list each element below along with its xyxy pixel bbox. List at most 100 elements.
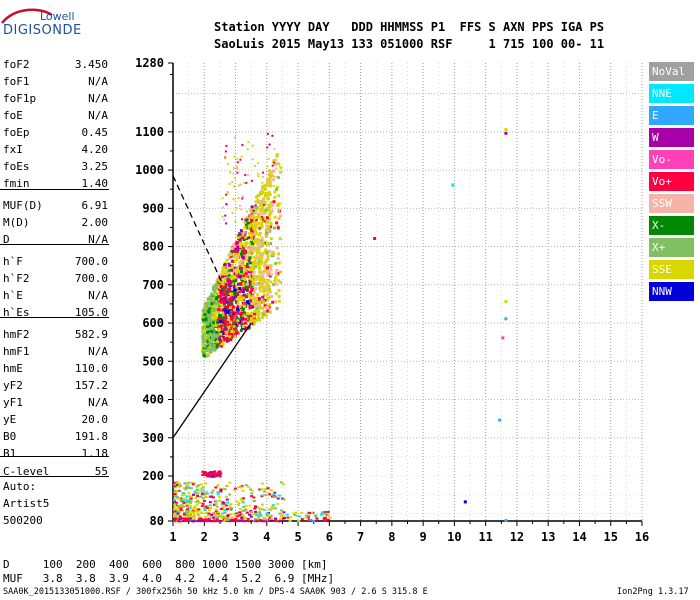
es-layer-point: [276, 502, 280, 505]
f-trace-point: [243, 304, 246, 308]
f-trace-point: [210, 338, 214, 342]
f-trace-point: [279, 170, 283, 174]
f-trace-point: [251, 220, 255, 224]
f-trace-point: [225, 292, 228, 296]
es-layer-point: [196, 495, 199, 497]
low-echo-point: [218, 470, 222, 473]
es-layer-point: [188, 515, 192, 518]
f-trace-point: [257, 311, 261, 315]
f-trace-point: [250, 179, 253, 182]
f-trace-point: [262, 203, 265, 206]
f-trace-point: [269, 268, 273, 272]
f-trace-point: [255, 225, 259, 229]
f-trace-point: [260, 225, 264, 229]
f-trace-point: [203, 313, 207, 317]
f-trace-point: [217, 300, 221, 303]
es-layer-point: [173, 500, 176, 503]
f-trace-point: [239, 247, 243, 251]
f-trace-point: [236, 274, 240, 278]
es-layer-point: [228, 504, 232, 507]
param-name: foE: [3, 109, 23, 122]
f-trace-point: [228, 276, 232, 280]
f-trace-point: [255, 275, 259, 279]
x-tick-label: 2: [201, 530, 208, 544]
f-trace-point: [235, 317, 239, 320]
param-name: MUF(D): [3, 199, 43, 212]
es-layer-point: [237, 502, 241, 504]
f-trace-point: [206, 312, 210, 316]
f-trace-point: [241, 325, 245, 328]
f-trace-point: [267, 285, 271, 288]
f-trace-point: [233, 275, 237, 279]
f-trace-point: [234, 278, 238, 282]
low-echo-point: [207, 475, 211, 478]
f-trace-point: [258, 284, 262, 288]
f-trace-point: [257, 213, 261, 217]
f-trace-point: [222, 328, 226, 332]
es-layer-point: [280, 509, 283, 512]
f-trace-point: [226, 333, 230, 337]
es-layer-point: [203, 496, 207, 498]
x-tick-label: 6: [326, 530, 333, 544]
es-layer-point: [185, 508, 189, 511]
f-trace-point: [229, 332, 233, 336]
f-trace-point: [244, 272, 248, 276]
es-layer-point: [216, 519, 220, 522]
es-layer-point: [289, 516, 292, 519]
param-name: fmin: [3, 177, 30, 190]
es-layer-point: [192, 514, 196, 517]
f-trace-point: [229, 336, 233, 340]
es-layer-point: [225, 516, 229, 519]
f-trace-point: [233, 260, 237, 263]
es-layer-point: [203, 508, 207, 511]
f-trace-point: [201, 315, 205, 319]
es-layer-point: [265, 512, 269, 515]
f-trace-point: [269, 272, 273, 276]
f-trace-point: [233, 308, 237, 312]
param-row-fxi: fxI 4.20: [3, 143, 108, 157]
f-trace-point: [209, 348, 212, 352]
f-trace-point: [277, 208, 281, 212]
es-layer-point: [285, 513, 289, 516]
f-trace-point: [226, 328, 230, 332]
legend-item-xminus: X-: [649, 216, 694, 235]
es-layer-point: [320, 513, 323, 516]
param-name: h`Es: [3, 306, 30, 319]
es-layer-point: [208, 504, 212, 507]
f-trace-point: [249, 293, 253, 297]
es-layer-point: [276, 497, 280, 500]
f-trace-point: [253, 211, 257, 215]
f-trace-point: [229, 320, 233, 324]
f-trace-point: [256, 263, 260, 267]
es-layer-point: [241, 509, 245, 512]
f-trace-point: [242, 259, 246, 263]
f-trace-point: [255, 195, 258, 199]
f-trace-point: [225, 193, 228, 196]
es-layer-point: [204, 515, 208, 518]
f-trace-point: [251, 302, 255, 306]
y-tick-label: 1100: [135, 125, 164, 139]
f-trace-point: [210, 330, 214, 334]
es-layer-point: [201, 486, 205, 489]
f-trace-point: [207, 327, 211, 331]
es-layer-point: [241, 519, 245, 522]
es-layer-point: [257, 515, 261, 518]
f-trace-point: [243, 235, 247, 239]
f-trace-point: [266, 242, 270, 245]
es-layer-point: [206, 514, 210, 517]
f-trace-point: [267, 264, 271, 268]
f-trace-point: [219, 342, 223, 346]
es-layer-point: [241, 501, 245, 504]
f-trace-point: [202, 318, 205, 322]
param-row-m-d-: M(D) 2.00: [3, 216, 108, 230]
f-trace-point: [232, 285, 236, 289]
f-trace-point: [250, 218, 254, 222]
f-trace-point: [266, 306, 270, 310]
param-value: 110.0: [74, 362, 108, 375]
f-trace-point: [224, 282, 228, 286]
f-trace-point: [246, 148, 249, 151]
f-trace-point: [224, 327, 228, 331]
f-trace-point: [251, 158, 254, 161]
f-trace-point: [250, 319, 254, 323]
